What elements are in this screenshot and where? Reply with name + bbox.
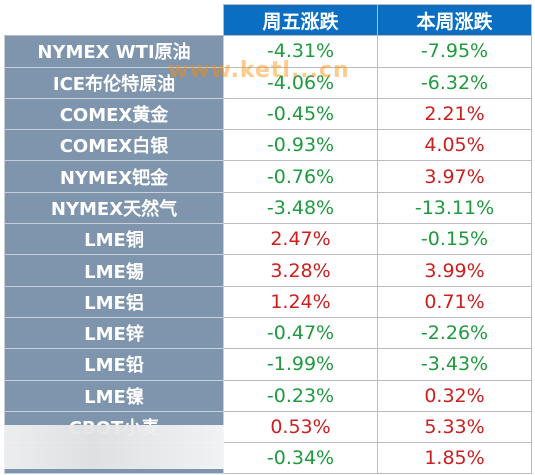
week-change-cell: -13.11% <box>377 191 532 225</box>
table-row: LME铝 1.24% 0.71% <box>4 285 532 318</box>
header-friday-change: 周五涨跌 <box>223 3 378 37</box>
commodity-name: LME锌 <box>4 316 224 350</box>
week-change-cell: 1.85% <box>377 442 532 475</box>
friday-change-cell: -0.47% <box>223 316 378 350</box>
friday-change-cell: -0.93% <box>223 129 378 162</box>
week-change-cell: 5.33% <box>377 410 532 444</box>
week-change-cell: 0.32% <box>377 379 532 412</box>
week-change-cell: -3.43% <box>377 348 532 381</box>
table-row: LME铜 2.47% -0.15% <box>4 223 532 256</box>
commodity-name: ICE布伦特原油 <box>4 66 224 99</box>
table-row: NYMEX天然气 -3.48% -13.11% <box>4 191 532 225</box>
week-change-cell: -7.95% <box>377 35 532 68</box>
header-corner <box>4 4 224 37</box>
week-change-cell: -6.32% <box>377 66 532 99</box>
friday-change-cell: -0.34% <box>223 442 378 475</box>
blurred-overlay <box>4 425 224 469</box>
friday-change-cell: 0.53% <box>223 410 378 444</box>
commodity-name: LME铅 <box>4 348 224 381</box>
commodity-name: NYMEX钯金 <box>4 160 224 193</box>
friday-change-cell: -0.76% <box>223 160 378 193</box>
table-row: LME铅 -1.99% -3.43% <box>4 348 532 381</box>
commodity-name: LME铝 <box>4 285 224 318</box>
table-row: NYMEX钯金 -0.76% 3.97% <box>4 160 532 193</box>
week-change-cell: 3.99% <box>377 254 532 287</box>
friday-change-cell: -1.99% <box>223 348 378 381</box>
friday-change-cell: -4.31% <box>223 35 378 68</box>
week-change-cell: 3.97% <box>377 160 532 193</box>
friday-change-cell: 3.28% <box>223 254 378 287</box>
friday-change-cell: 2.47% <box>223 223 378 256</box>
friday-change-cell: -0.45% <box>223 97 378 131</box>
commodity-name: NYMEX WTI原油 <box>4 35 224 68</box>
header-row: 周五涨跌 本周涨跌 <box>4 3 532 37</box>
friday-change-cell: 1.24% <box>223 285 378 318</box>
table-row: LME镍 -0.23% 0.32% <box>4 379 532 412</box>
week-change-cell: 2.21% <box>377 97 532 131</box>
table-row: LME锌 -0.47% -2.26% <box>4 316 532 350</box>
commodity-name: LME锡 <box>4 254 224 287</box>
friday-change-cell: -3.48% <box>223 191 378 225</box>
week-change-cell: 4.05% <box>377 129 532 162</box>
friday-change-cell: -0.23% <box>223 379 378 412</box>
commodity-name: LME镍 <box>4 379 224 412</box>
table-row: LME锡 3.28% 3.99% <box>4 254 532 287</box>
commodity-name: COMEX黄金 <box>4 97 224 131</box>
commodity-name: COMEX白银 <box>4 129 224 162</box>
friday-change-cell: -4.06% <box>223 66 378 99</box>
commodity-name: NYMEX天然气 <box>4 191 224 225</box>
header-week-change: 本周涨跌 <box>377 3 532 37</box>
week-change-cell: -2.26% <box>377 316 532 350</box>
table-row: COMEX黄金 -0.45% 2.21% <box>4 97 532 131</box>
table-row: NYMEX WTI原油 -4.31% -7.95% <box>4 35 532 68</box>
commodity-name: LME铜 <box>4 223 224 256</box>
commodity-change-table: 周五涨跌 本周涨跌 NYMEX WTI原油 -4.31% -7.95% ICE布伦特原… <box>4 3 532 475</box>
table-row: ICE布伦特原油 -4.06% -6.32% <box>4 66 532 99</box>
week-change-cell: 0.71% <box>377 285 532 318</box>
week-change-cell: -0.15% <box>377 223 532 256</box>
table-row: COMEX白银 -0.93% 4.05% <box>4 129 532 162</box>
